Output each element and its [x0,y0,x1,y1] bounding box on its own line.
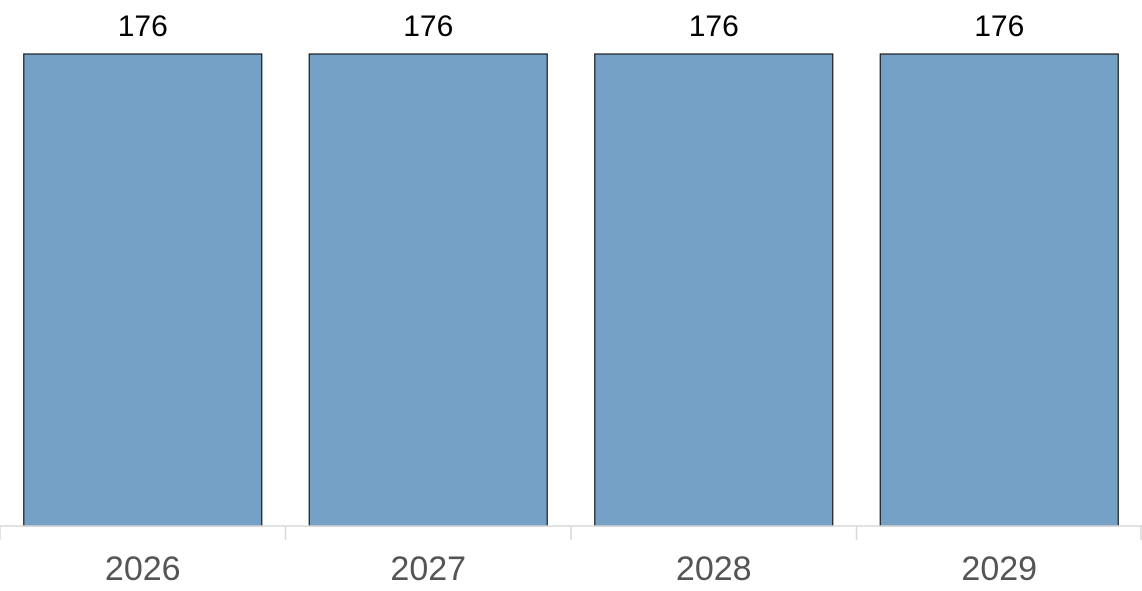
x-tick-label-2027: 2027 [390,550,466,586]
bar-2027 [308,53,548,527]
bars-layer [23,53,1119,527]
x-axis: 2026 2027 2028 2029 [0,525,1142,588]
data-label-2028: 176 [689,10,739,43]
data-label-2029: 176 [974,10,1024,43]
bar-2026 [23,53,263,527]
x-tick-label-2026: 2026 [105,550,181,586]
bar-2029 [879,53,1119,527]
bar-2028 [594,53,834,527]
x-tick-label-2029: 2029 [961,550,1037,586]
data-label-2026: 176 [118,10,168,43]
x-tick-label-2028: 2028 [676,550,752,586]
data-labels-layer: 176 176 176 176 [118,10,1025,43]
data-label-2027: 176 [403,10,453,43]
